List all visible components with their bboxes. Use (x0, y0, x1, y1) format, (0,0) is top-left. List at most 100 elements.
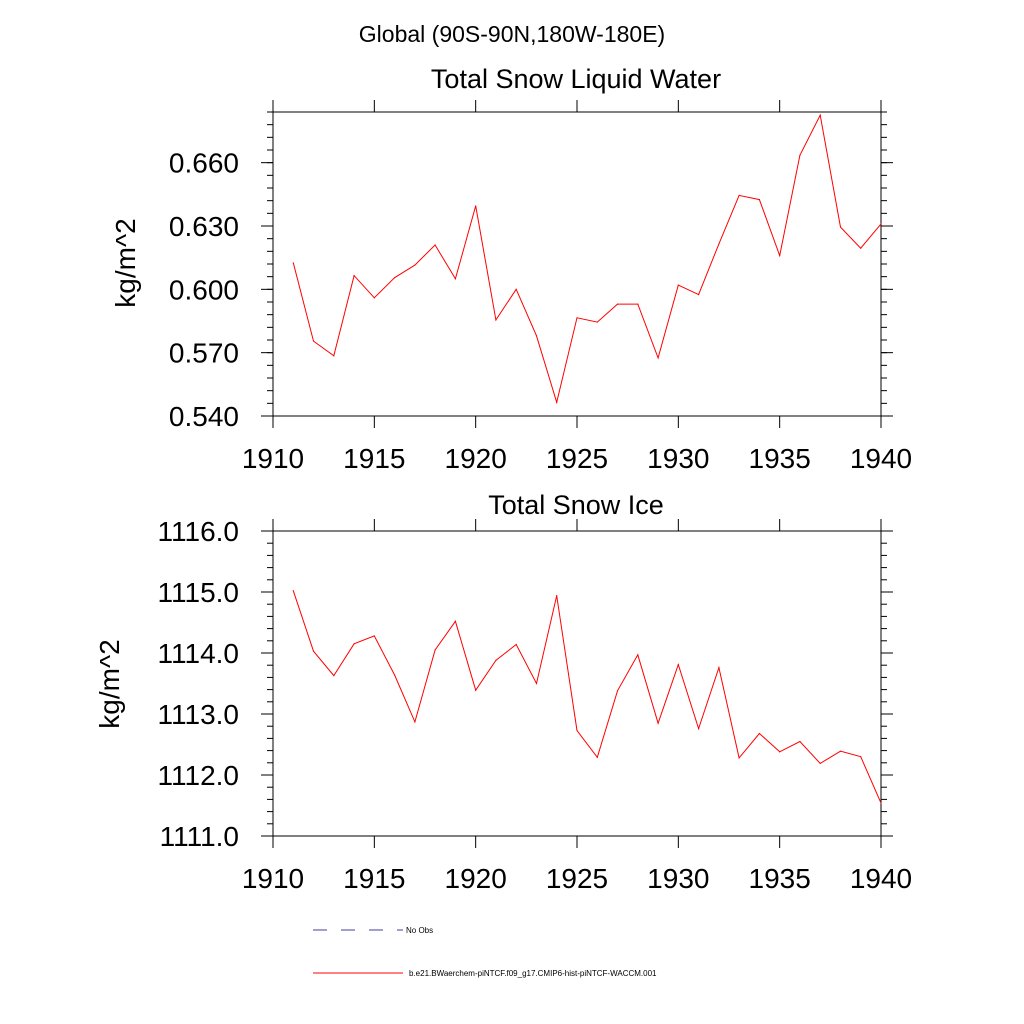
y-tick-label: 1112.0 (158, 760, 239, 791)
data-point (495, 659, 497, 661)
data-point (860, 756, 862, 758)
legend: No Obs b.e21.BWaerchem-piNTCF.f09_g17.CM… (313, 926, 657, 978)
data-point (292, 262, 294, 264)
x-tick-label: 1915 (343, 443, 405, 474)
data-point (373, 297, 375, 299)
data-point (880, 223, 882, 225)
data-point (596, 321, 598, 323)
data-point (799, 740, 801, 743)
data-point (738, 757, 740, 759)
figure-title: Global (90S-90N,180W-180E) (359, 21, 665, 47)
x-tick-label: 1920 (445, 863, 507, 894)
data-point (657, 357, 659, 359)
data-point (637, 303, 639, 305)
data-point (677, 284, 679, 286)
y-tick-label: 0.540 (169, 401, 239, 432)
chart-title: Total Snow Ice (488, 490, 664, 520)
data-point (616, 690, 619, 692)
x-tick-label: 1940 (850, 443, 912, 474)
data-point (475, 689, 477, 691)
x-tick-label: 1910 (242, 863, 304, 894)
x-tick-label: 1910 (242, 443, 304, 474)
data-point (657, 722, 659, 724)
y-tick-label: 0.660 (169, 148, 239, 179)
y-tick-label: 0.630 (169, 211, 239, 242)
data-point (515, 643, 517, 646)
data-point (779, 254, 781, 257)
series-line (292, 113, 882, 405)
x-tick-label: 1925 (546, 863, 608, 894)
data-point (292, 590, 294, 592)
data-point (535, 682, 538, 685)
x-tick-label: 1940 (850, 863, 912, 894)
data-point (596, 756, 598, 758)
y-axis-label: kg/m^2 (94, 639, 125, 728)
data-point (819, 114, 821, 116)
x-tick-label: 1930 (647, 443, 709, 474)
data-point (698, 728, 700, 730)
data-point (819, 762, 821, 765)
data-point (454, 278, 456, 280)
y-tick-label: 0.570 (169, 338, 239, 369)
data-point (677, 663, 679, 666)
data-point (353, 643, 355, 645)
series-line (292, 590, 882, 804)
plot-frame (272, 530, 882, 837)
data-point (414, 264, 416, 266)
data-point (576, 729, 578, 732)
x-tick-label: 1925 (546, 443, 608, 474)
legend-label-no-obs: No Obs (406, 926, 433, 935)
x-tick-label: 1935 (749, 443, 811, 474)
data-point (495, 319, 497, 321)
data-point (758, 732, 761, 735)
y-tick-label: 1113.0 (158, 699, 239, 730)
data-point (434, 244, 436, 246)
y-tick-label: 1116.0 (158, 516, 239, 547)
data-point (394, 674, 396, 676)
chart-title: Total Snow Liquid Water (431, 64, 721, 94)
data-point (556, 401, 558, 403)
data-point (880, 802, 882, 804)
x-tick-label: 1935 (749, 863, 811, 894)
data-point (637, 654, 639, 656)
y-tick-label: 1115.0 (158, 577, 239, 608)
data-point (576, 317, 578, 319)
chart-panel-snow-liquid-water: Total Snow Liquid Water kg/m^2 1910 1915 1… (110, 64, 912, 474)
data-point (738, 194, 740, 196)
data-point (556, 595, 558, 597)
data-point (353, 275, 355, 277)
y-tick-label: 0.600 (169, 274, 239, 305)
y-axis-label: kg/m^2 (110, 218, 141, 307)
data-point (394, 277, 396, 279)
data-point (616, 303, 619, 305)
data-point (434, 649, 436, 651)
data-point (758, 199, 761, 201)
plot-frame (272, 111, 882, 417)
chart-panel-snow-ice: Total Snow Ice kg/m^2 1910 1915 1920 1925 19… (94, 490, 912, 894)
y-tick-label: 1114.0 (158, 638, 239, 669)
data-point (333, 355, 335, 357)
data-point (312, 340, 315, 342)
data-point (698, 294, 700, 296)
data-point (779, 751, 781, 753)
data-point (475, 205, 477, 207)
data-point (839, 226, 842, 228)
data-point (718, 667, 720, 669)
data-point (718, 243, 720, 245)
data-point (535, 335, 538, 337)
data-point (799, 154, 801, 156)
data-point (515, 288, 517, 290)
data-point (839, 750, 842, 752)
y-tick-label: 1111.0 (160, 821, 239, 852)
data-point (454, 620, 456, 622)
x-tick-label: 1930 (647, 863, 709, 894)
legend-label-model-run: b.e21.BWaerchem-piNTCF.f09_g17.CMIP6-his… (409, 969, 657, 978)
data-point (414, 721, 416, 723)
x-tick-label: 1915 (343, 863, 405, 894)
data-point (860, 247, 862, 249)
x-tick-label: 1920 (445, 443, 507, 474)
data-point (312, 650, 315, 652)
data-point (333, 674, 335, 677)
data-point (373, 635, 375, 637)
